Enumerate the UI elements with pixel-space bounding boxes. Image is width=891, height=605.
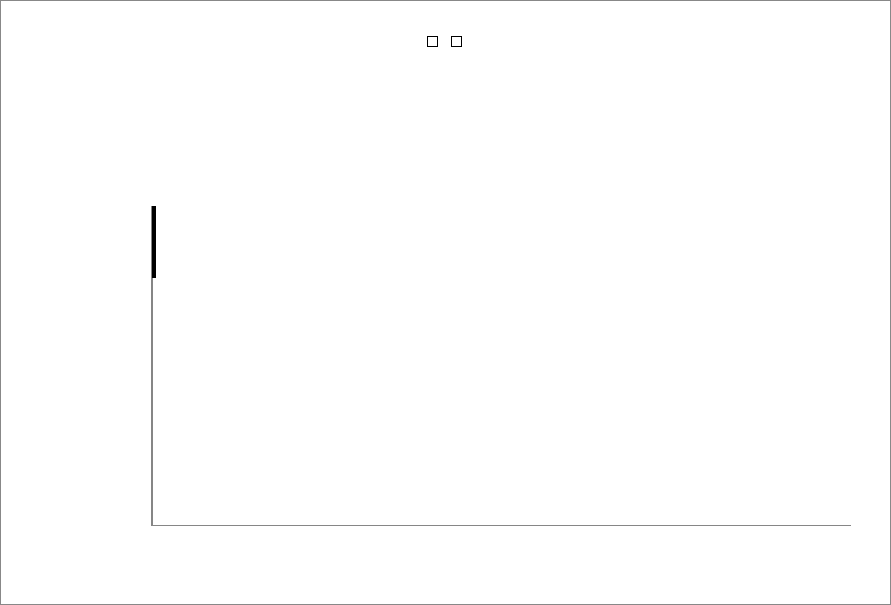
legend-swatch-tak [427,36,438,47]
bar-1-nie [154,206,156,278]
legend-item-tak [427,36,440,47]
chart-title [1,1,890,19]
plot-area [151,206,851,526]
legend [1,33,890,52]
legend-swatch-nie [451,36,462,47]
legend-item-nie [451,36,464,47]
chart-container [0,0,891,605]
bar-row-1 [152,206,851,278]
plot-wrap [151,206,851,556]
